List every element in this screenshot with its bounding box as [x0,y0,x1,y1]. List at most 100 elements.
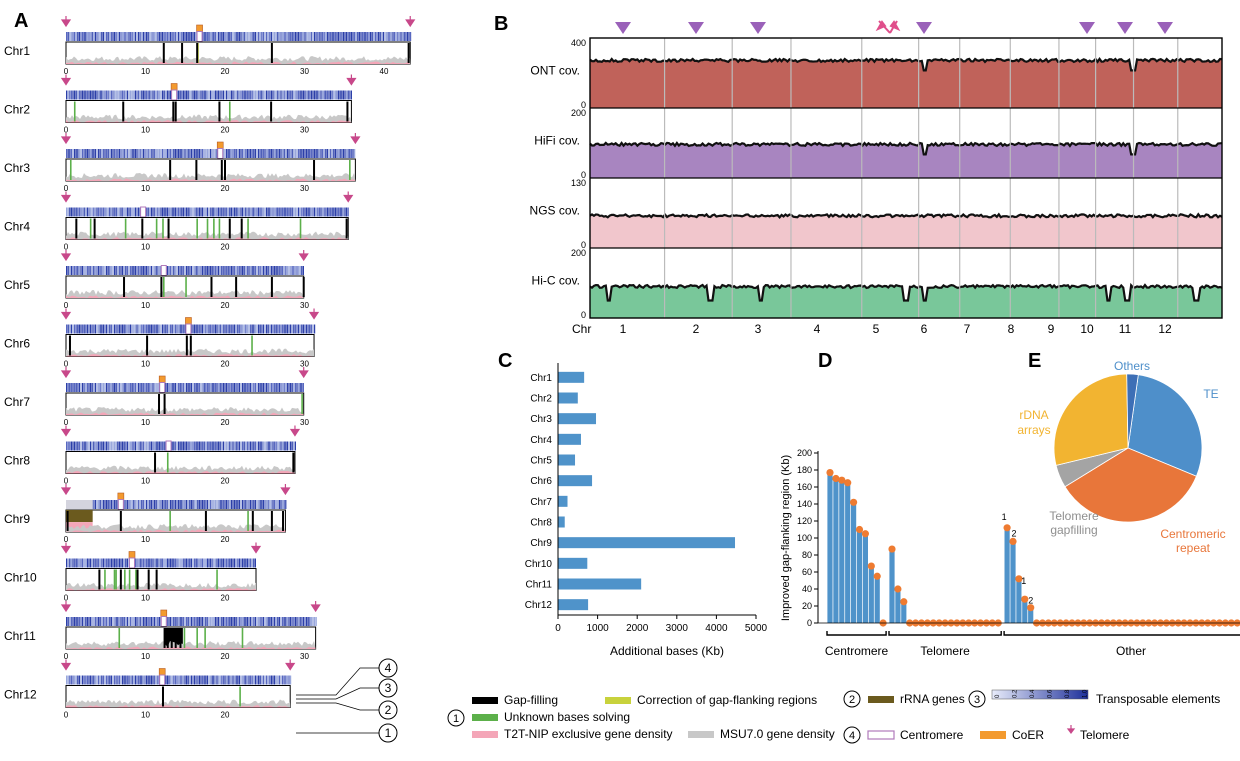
te-density-stripe [98,617,100,626]
te-density-stripe [254,500,256,509]
te-density-stripe [157,32,159,41]
te-density-stripe [157,207,159,217]
rrna-block [66,510,93,523]
te-density-stripe [264,324,266,334]
te-density-stripe [186,383,188,392]
te-density-stripe [221,266,223,275]
te-density-stripe [107,32,109,41]
te-density-stripe [211,207,213,217]
te-density-stripe [234,617,236,626]
axis-tick-label: 10 [141,418,150,427]
telomere-right-icon [285,659,296,671]
te-density-stripe [280,675,282,685]
axis-tick-label: 20 [221,126,230,135]
te-density-stripe [181,500,183,509]
bar [558,413,597,425]
te-density-stripe [238,617,240,626]
te-density-stripe [328,207,330,217]
te-density-stripe [155,558,157,568]
te-density-stripe [216,90,218,100]
telomere-left-icon [60,191,72,203]
te-density-stripe [304,32,306,41]
te-density-stripe [173,441,175,451]
te-density-stripe [299,149,301,158]
te-density-stripe [83,149,85,158]
te-density-stripe [208,266,210,275]
te-density-stripe [110,500,112,509]
te-density-stripe [206,324,208,334]
te-density-stripe [138,207,140,217]
te-density-stripe [282,207,284,217]
te-density-stripe [128,383,130,392]
te-density-stripe [350,32,352,41]
te-density-stripe [163,500,165,509]
te-density-stripe [125,149,127,158]
additional-bases-chart: C Chr1Chr2Chr3Chr4Chr5Chr6Chr7Chr8Chr9Ch… [498,350,768,658]
te-density-stripe [226,149,228,158]
te-density-stripe [152,266,154,275]
te-density-stripe [208,207,210,217]
te-density-stripe [203,90,205,100]
axis-tick-label: 20 [221,184,230,193]
te-density-stripe [243,558,245,568]
te-density-stripe [147,500,149,509]
te-density-stripe [298,266,300,275]
te-density-stripe [214,266,216,275]
track-max-label: 200 [571,248,586,258]
te-scale-label: 0 [995,694,1001,698]
lollipop-dot [1021,595,1029,603]
axis-tick-label: 20 [221,418,230,427]
te-density-stripe [106,617,108,626]
te-density-stripe [179,558,181,568]
te-density-stripe [315,32,317,41]
te-density-stripe [299,324,301,334]
te-density-stripe [338,90,340,100]
te-density-stripe [102,32,104,41]
unknown-bases-line [73,101,76,122]
te-density-stripe [126,383,128,392]
te-density-stripe [102,90,104,100]
te-density-stripe [229,324,231,334]
te-density-stripe [160,207,162,217]
te-density-stripe [146,617,148,626]
legend-number-1 [447,709,465,727]
te-density-stripe [341,149,343,158]
te-density-stripe [238,383,240,392]
te-density-stripe [186,207,188,217]
te-density-stripe [139,324,141,334]
te-density-stripe [160,32,162,41]
unknown-bases-line [204,628,206,648]
te-density-stripe [274,500,276,509]
te-density-stripe [219,266,221,275]
te-density-stripe [299,90,301,100]
te-density-stripe [157,90,159,100]
te-density-stripe [126,149,128,158]
te-density-stripe [240,441,242,451]
te-density-stripe [282,266,284,275]
te-density-stripe [69,383,71,392]
te-density-stripe [344,32,346,41]
te-density-stripe [405,32,407,41]
te-density-stripe [134,149,136,158]
te-density-stripe [67,207,69,217]
te-density-stripe [94,266,96,275]
centromere-marker [171,89,178,101]
te-density-stripe [194,266,196,275]
te-density-stripe [99,675,101,685]
lollipop-stem [1016,578,1022,623]
te-density-stripe [82,324,84,334]
te-density-stripe [221,383,223,392]
te-density-stripe [205,617,207,626]
te-density-stripe [366,32,368,41]
te-density-stripe [234,90,236,100]
te-density-stripe [122,441,124,451]
te-density-stripe [278,149,280,158]
te-density-stripe [170,207,172,217]
group-bracket [1003,631,1240,636]
te-density-stripe [110,266,112,275]
te-density-stripe [290,149,292,158]
panel-d: D E 0 20 40 60 80 100 120 140 160 180 200 Improved … [770,345,1240,675]
te-density-stripe [259,207,261,217]
te-density-stripe [165,324,167,334]
